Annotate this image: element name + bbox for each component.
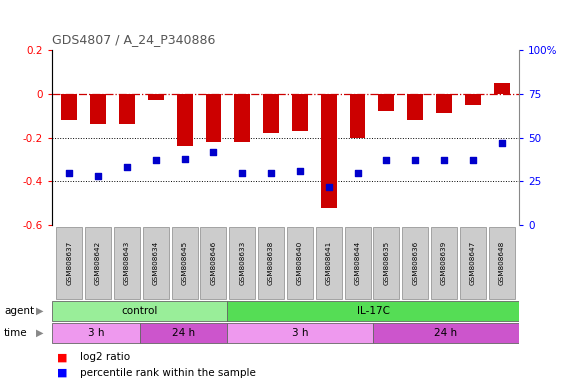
Bar xyxy=(176,94,192,146)
FancyBboxPatch shape xyxy=(227,323,373,343)
Text: 3 h: 3 h xyxy=(292,328,308,338)
FancyBboxPatch shape xyxy=(373,323,519,343)
Point xyxy=(94,173,103,179)
Point xyxy=(382,157,391,163)
Text: GSM808635: GSM808635 xyxy=(383,240,389,285)
Text: control: control xyxy=(122,306,158,316)
Bar xyxy=(148,94,164,100)
Bar xyxy=(119,94,135,124)
Bar xyxy=(349,94,365,137)
Text: ▶: ▶ xyxy=(36,306,44,316)
FancyBboxPatch shape xyxy=(143,227,169,298)
FancyBboxPatch shape xyxy=(85,227,111,298)
Text: GSM808640: GSM808640 xyxy=(297,240,303,285)
FancyBboxPatch shape xyxy=(489,227,514,298)
Text: GSM808641: GSM808641 xyxy=(325,240,332,285)
Bar xyxy=(465,94,481,105)
Text: GSM808633: GSM808633 xyxy=(239,240,246,285)
FancyBboxPatch shape xyxy=(52,301,227,321)
Text: 24 h: 24 h xyxy=(172,328,195,338)
Bar xyxy=(90,94,106,124)
FancyBboxPatch shape xyxy=(344,227,371,298)
Text: ▶: ▶ xyxy=(36,328,44,338)
FancyBboxPatch shape xyxy=(431,227,457,298)
FancyBboxPatch shape xyxy=(114,227,140,298)
Text: GSM808639: GSM808639 xyxy=(441,240,447,285)
Point xyxy=(497,140,506,146)
Text: GSM808644: GSM808644 xyxy=(355,240,360,285)
Text: 24 h: 24 h xyxy=(435,328,457,338)
Point xyxy=(324,184,333,190)
Point xyxy=(411,157,420,163)
Text: GSM808636: GSM808636 xyxy=(412,240,418,285)
FancyBboxPatch shape xyxy=(230,227,255,298)
Bar xyxy=(234,94,250,142)
Bar xyxy=(321,94,337,207)
Text: GDS4807 / A_24_P340886: GDS4807 / A_24_P340886 xyxy=(52,33,215,46)
Bar xyxy=(263,94,279,133)
Text: GSM808645: GSM808645 xyxy=(182,240,188,285)
Text: time: time xyxy=(4,328,27,338)
FancyBboxPatch shape xyxy=(227,301,519,321)
Point xyxy=(209,149,218,155)
FancyBboxPatch shape xyxy=(287,227,313,298)
Text: ■: ■ xyxy=(57,352,67,362)
Bar xyxy=(436,94,452,113)
Text: agent: agent xyxy=(4,306,34,316)
FancyBboxPatch shape xyxy=(172,227,198,298)
Text: GSM808646: GSM808646 xyxy=(211,240,216,285)
Point xyxy=(65,169,74,175)
Point xyxy=(440,157,449,163)
FancyBboxPatch shape xyxy=(402,227,428,298)
Text: percentile rank within the sample: percentile rank within the sample xyxy=(80,367,256,377)
Text: IL-17C: IL-17C xyxy=(356,306,389,316)
Point xyxy=(353,169,362,175)
Point xyxy=(238,169,247,175)
Point xyxy=(180,156,189,162)
Text: 3 h: 3 h xyxy=(87,328,104,338)
Text: GSM808634: GSM808634 xyxy=(153,240,159,285)
FancyBboxPatch shape xyxy=(460,227,486,298)
FancyBboxPatch shape xyxy=(200,227,227,298)
Text: GSM808642: GSM808642 xyxy=(95,240,101,285)
Text: ■: ■ xyxy=(57,367,67,377)
Text: GSM808647: GSM808647 xyxy=(470,240,476,285)
Bar xyxy=(292,94,308,131)
FancyBboxPatch shape xyxy=(57,227,82,298)
Bar xyxy=(206,94,222,142)
FancyBboxPatch shape xyxy=(258,227,284,298)
Bar xyxy=(494,83,510,94)
FancyBboxPatch shape xyxy=(139,323,227,343)
Point xyxy=(122,164,131,170)
Text: GSM808638: GSM808638 xyxy=(268,240,274,285)
Point xyxy=(468,157,477,163)
FancyBboxPatch shape xyxy=(373,227,399,298)
Text: GSM808637: GSM808637 xyxy=(66,240,73,285)
Text: GSM808648: GSM808648 xyxy=(498,240,505,285)
Point xyxy=(267,169,276,175)
Bar xyxy=(407,94,423,120)
Bar xyxy=(61,94,77,120)
FancyBboxPatch shape xyxy=(52,323,139,343)
Point xyxy=(295,168,304,174)
Text: log2 ratio: log2 ratio xyxy=(80,352,130,362)
Point xyxy=(151,157,160,163)
Bar xyxy=(379,94,395,111)
FancyBboxPatch shape xyxy=(316,227,341,298)
Text: GSM808643: GSM808643 xyxy=(124,240,130,285)
